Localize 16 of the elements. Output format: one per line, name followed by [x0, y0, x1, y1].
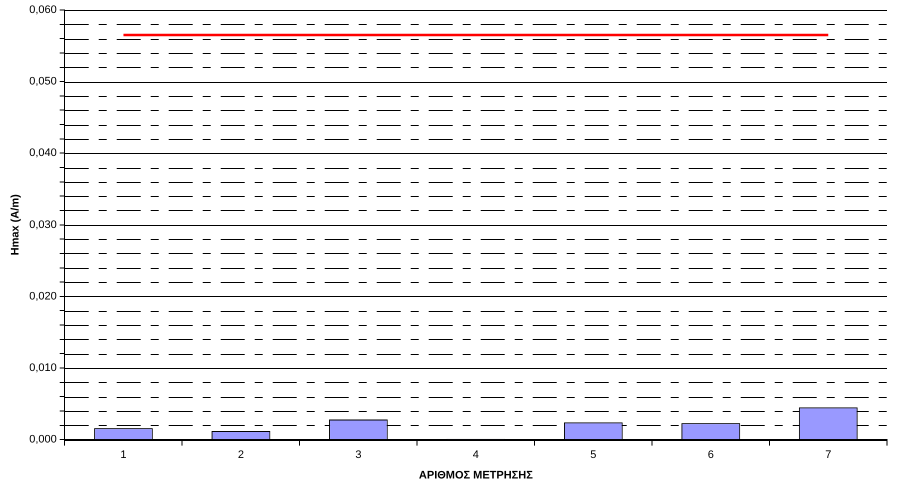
x-tick-label: 2: [238, 449, 244, 462]
y-axis-title: Hmax (A/m): [10, 194, 22, 256]
y-tick-label: 0,000: [29, 434, 57, 446]
x-tick-label: 3: [355, 449, 362, 462]
y-tick-label: 0,010: [29, 362, 57, 374]
y-tick-label: 0,050: [29, 76, 57, 88]
y-tick-label: 0,060: [29, 4, 57, 16]
x-axis-title: ΑΡΙΘΜΟΣ ΜΕΤΡΗΣΗΣ: [418, 469, 534, 482]
x-tick-label: 5: [590, 449, 596, 462]
x-tick-label: 6: [708, 449, 714, 462]
y-tick-label: 0,030: [29, 218, 57, 231]
y-tick-label: 0,040: [29, 147, 57, 160]
y-tick-label: 0,020: [29, 290, 57, 302]
x-tick-label: 1: [120, 449, 127, 462]
x-tick-label: 4: [472, 449, 479, 462]
x-tick-label: 7: [825, 449, 832, 462]
